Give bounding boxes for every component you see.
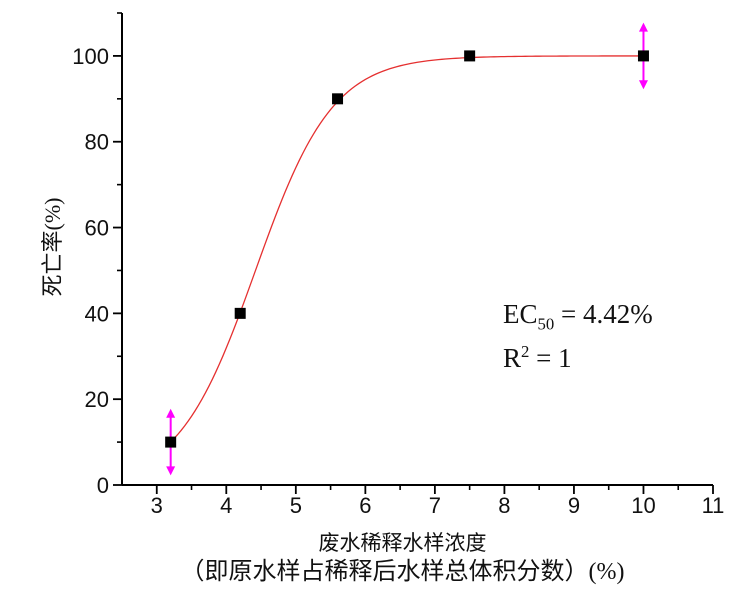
ec50-subscript: 50 bbox=[537, 314, 555, 334]
x-axis-title-line2: （即原水样占稀释后水样总体积分数）(%) bbox=[180, 559, 625, 585]
data-point-marker bbox=[464, 50, 476, 62]
data-point-marker bbox=[165, 436, 177, 448]
y-tick-label: 40 bbox=[85, 301, 109, 326]
error-bar-arrow-down bbox=[638, 80, 648, 90]
error-bar-arrow-up bbox=[166, 408, 176, 418]
y-tick-label: 20 bbox=[85, 387, 109, 412]
y-tick-label: 80 bbox=[85, 130, 109, 155]
x-tick-label: 6 bbox=[359, 493, 371, 518]
x-tick-label: 3 bbox=[151, 493, 163, 518]
r2-value: = 1 bbox=[529, 343, 572, 373]
x-tick-label: 8 bbox=[498, 493, 510, 518]
y-tick-label: 0 bbox=[97, 473, 109, 498]
y-axis-title: 死亡率(%) bbox=[40, 197, 65, 297]
error-bar-arrow-up bbox=[638, 22, 648, 32]
ec50-base: EC bbox=[503, 299, 538, 329]
r2-superscript: 2 bbox=[521, 342, 530, 361]
x-tick-label: 11 bbox=[702, 493, 725, 518]
fit-curve bbox=[170, 55, 644, 443]
data-point-marker bbox=[637, 50, 649, 62]
data-point-marker bbox=[332, 93, 344, 105]
ec50-value: = 4.42% bbox=[554, 299, 653, 329]
error-bar-arrow-down bbox=[166, 466, 176, 476]
x-tick-label: 7 bbox=[429, 493, 441, 518]
y-tick-label: 100 bbox=[72, 44, 109, 69]
x-axis-title-line1: 废水稀释水样浓度 bbox=[318, 531, 487, 555]
y-tick-label: 60 bbox=[85, 216, 109, 241]
x-tick-label: 4 bbox=[220, 493, 232, 518]
x-tick-label: 9 bbox=[568, 493, 580, 518]
r2-annotation: R2 = 1 bbox=[503, 342, 572, 374]
x-axis-title: 废水稀释水样浓度 （即原水样占稀释后水样总体积分数）(%) bbox=[30, 529, 750, 587]
data-point-marker bbox=[234, 307, 246, 319]
ec50-annotation: EC50 = 4.42% bbox=[503, 299, 653, 334]
x-tick-label: 5 bbox=[290, 493, 302, 518]
x-tick-label: 10 bbox=[631, 493, 655, 518]
r2-base: R bbox=[503, 343, 522, 373]
